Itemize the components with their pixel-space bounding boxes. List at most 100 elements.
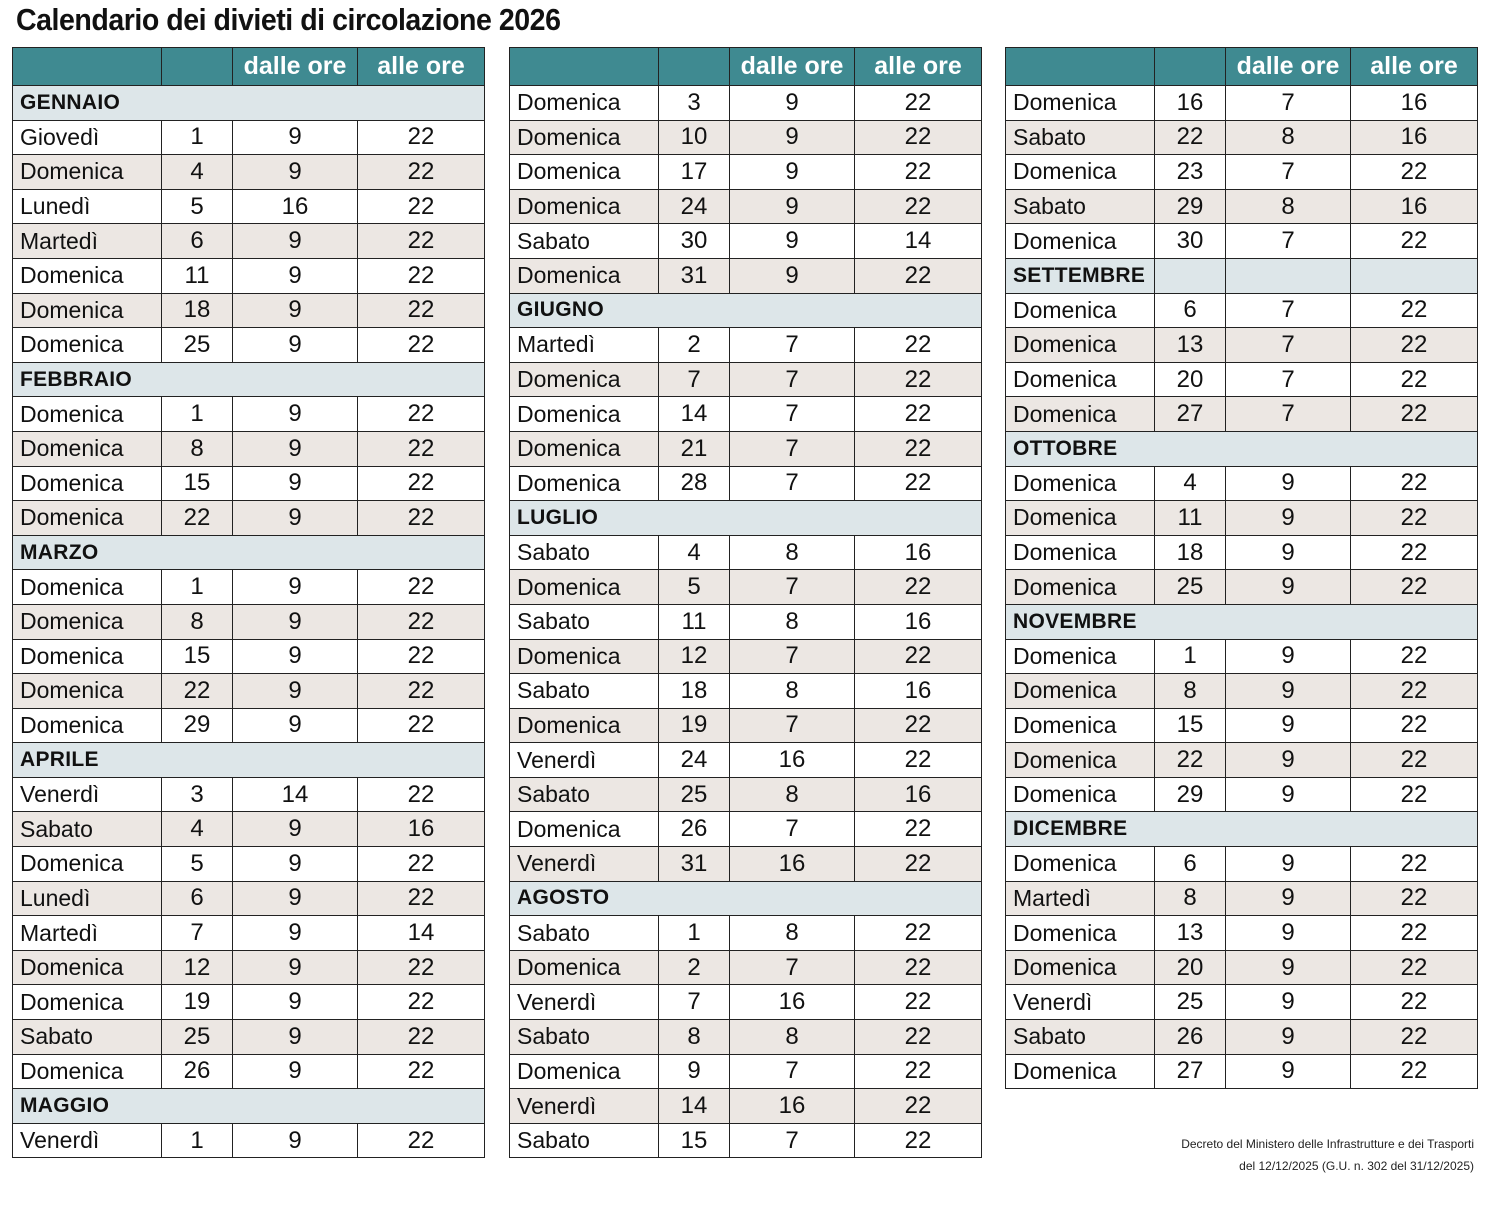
- table-row: Sabato 11 8 16: [509, 603, 982, 640]
- table-row: Sabato 15 7 22: [509, 1122, 982, 1159]
- date-cell: 24: [658, 742, 730, 778]
- table-row: Sabato 18 8 16: [509, 673, 982, 709]
- date-cell: 1: [161, 396, 233, 432]
- to-hour-cell: 22: [357, 465, 485, 502]
- date-cell: 27: [1154, 1053, 1226, 1090]
- table-row: Lunedì 6 9 22: [12, 880, 485, 917]
- from-hour-cell: 7: [729, 811, 855, 848]
- calendar-table-2: dalle ore alle ore Domenica 3 9 22 Domenica 1…: [509, 47, 982, 1159]
- to-hour-cell: 22: [357, 292, 485, 329]
- table-row: Domenica 6 9 22: [1005, 846, 1478, 882]
- to-hour-cell: 22: [357, 638, 485, 675]
- month-label: MAGGIO: [12, 1088, 485, 1124]
- month-header-row: SETTEMBRE: [1005, 257, 1478, 294]
- from-hour-cell: 8: [1225, 119, 1351, 156]
- date-cell: 19: [658, 707, 730, 744]
- from-hour-cell: 7: [729, 430, 855, 467]
- day-cell: Domenica: [12, 465, 162, 502]
- day-cell: Domenica: [509, 569, 659, 605]
- from-hour-cell: 8: [729, 776, 855, 813]
- table-row: Domenica 11 9 22: [1005, 500, 1478, 536]
- to-hour-cell: 22: [1350, 742, 1478, 778]
- table-row: Domenica 26 7 22: [509, 811, 982, 848]
- table-row: Venerdì 14 16 22: [509, 1088, 982, 1124]
- date-cell: 6: [161, 223, 233, 259]
- day-cell: Sabato: [509, 1122, 659, 1159]
- to-hour-cell: 22: [1350, 880, 1478, 917]
- day-cell: Domenica: [12, 569, 162, 605]
- date-cell: 2: [658, 327, 730, 363]
- month-label: LUGLIO: [509, 500, 982, 536]
- date-cell: 29: [1154, 188, 1226, 225]
- from-hour-cell: 7: [1225, 396, 1351, 432]
- day-cell: Domenica: [1005, 500, 1155, 536]
- day-cell: Domenica: [1005, 673, 1155, 709]
- day-cell: Domenica: [509, 119, 659, 156]
- month-header-row: MAGGIO: [12, 1088, 485, 1124]
- table-row: Domenica 27 9 22: [1005, 1053, 1478, 1090]
- date-cell: 25: [161, 1019, 233, 1055]
- date-cell: 7: [658, 984, 730, 1021]
- date-cell: 15: [1154, 707, 1226, 744]
- to-hour-cell: 22: [357, 327, 485, 363]
- month-header-row: GIUGNO: [509, 292, 982, 329]
- date-cell: 29: [1154, 776, 1226, 813]
- day-cell: Domenica: [12, 396, 162, 432]
- day-cell: Sabato: [509, 603, 659, 640]
- date-cell: 5: [161, 846, 233, 882]
- day-cell: Domenica: [1005, 915, 1155, 951]
- from-hour-cell: 9: [232, 811, 358, 848]
- day-cell: Domenica: [1005, 465, 1155, 502]
- table-row: Domenica 12 9 22: [12, 949, 485, 986]
- date-cell: 28: [658, 465, 730, 502]
- table-row: Giovedì 1 9 22: [12, 119, 485, 156]
- from-hour-cell: 9: [232, 327, 358, 363]
- table-row: Domenica 13 9 22: [1005, 915, 1478, 951]
- from-hour-cell: 16: [729, 742, 855, 778]
- from-hour-cell: 7: [729, 569, 855, 605]
- month-header-empty-cell: [1350, 257, 1478, 294]
- table-row: Lunedì 5 16 22: [12, 188, 485, 225]
- day-cell: Domenica: [12, 603, 162, 640]
- date-cell: 22: [1154, 742, 1226, 778]
- day-cell: Domenica: [1005, 361, 1155, 398]
- table-row: Sabato 25 9 22: [12, 1019, 485, 1055]
- from-hour-cell: 16: [729, 846, 855, 882]
- table-row: Domenica 9 7 22: [509, 1053, 982, 1090]
- to-hour-cell: 16: [854, 776, 982, 813]
- to-hour-cell: 22: [357, 846, 485, 882]
- date-cell: 14: [658, 396, 730, 432]
- day-cell: Domenica: [509, 361, 659, 398]
- from-hour-cell: 9: [729, 257, 855, 294]
- source-note-line-2: del 12/12/2025 (G.U. n. 302 del 31/12/20…: [1239, 1159, 1474, 1173]
- from-hour-cell: 9: [729, 223, 855, 259]
- date-cell: 8: [658, 1019, 730, 1055]
- table-row: Domenica 1 9 22: [12, 569, 485, 605]
- to-hour-cell: 22: [357, 569, 485, 605]
- date-cell: 22: [161, 673, 233, 709]
- table-row: Martedì 7 9 14: [12, 915, 485, 951]
- to-hour-cell: 22: [357, 776, 485, 813]
- table-row: Domenica 25 9 22: [1005, 569, 1478, 605]
- from-hour-cell: 9: [232, 257, 358, 294]
- from-hour-cell: 7: [729, 1122, 855, 1159]
- from-hour-cell: 9: [729, 188, 855, 225]
- date-cell: 2: [658, 949, 730, 986]
- day-cell: Sabato: [1005, 1019, 1155, 1055]
- date-cell: 1: [1154, 638, 1226, 675]
- date-cell: 19: [161, 984, 233, 1021]
- to-hour-cell: 22: [1350, 500, 1478, 536]
- to-hour-cell: 22: [854, 154, 982, 190]
- date-cell: 15: [161, 638, 233, 675]
- table-row: Sabato 4 8 16: [509, 534, 982, 571]
- day-cell: Domenica: [12, 707, 162, 744]
- header-to: alle ore: [357, 47, 485, 86]
- from-hour-cell: 9: [1225, 707, 1351, 744]
- date-cell: 8: [161, 430, 233, 467]
- from-hour-cell: 16: [232, 188, 358, 225]
- day-cell: Sabato: [12, 811, 162, 848]
- from-hour-cell: 9: [1225, 742, 1351, 778]
- to-hour-cell: 22: [357, 257, 485, 294]
- date-cell: 5: [161, 188, 233, 225]
- from-hour-cell: 7: [729, 707, 855, 744]
